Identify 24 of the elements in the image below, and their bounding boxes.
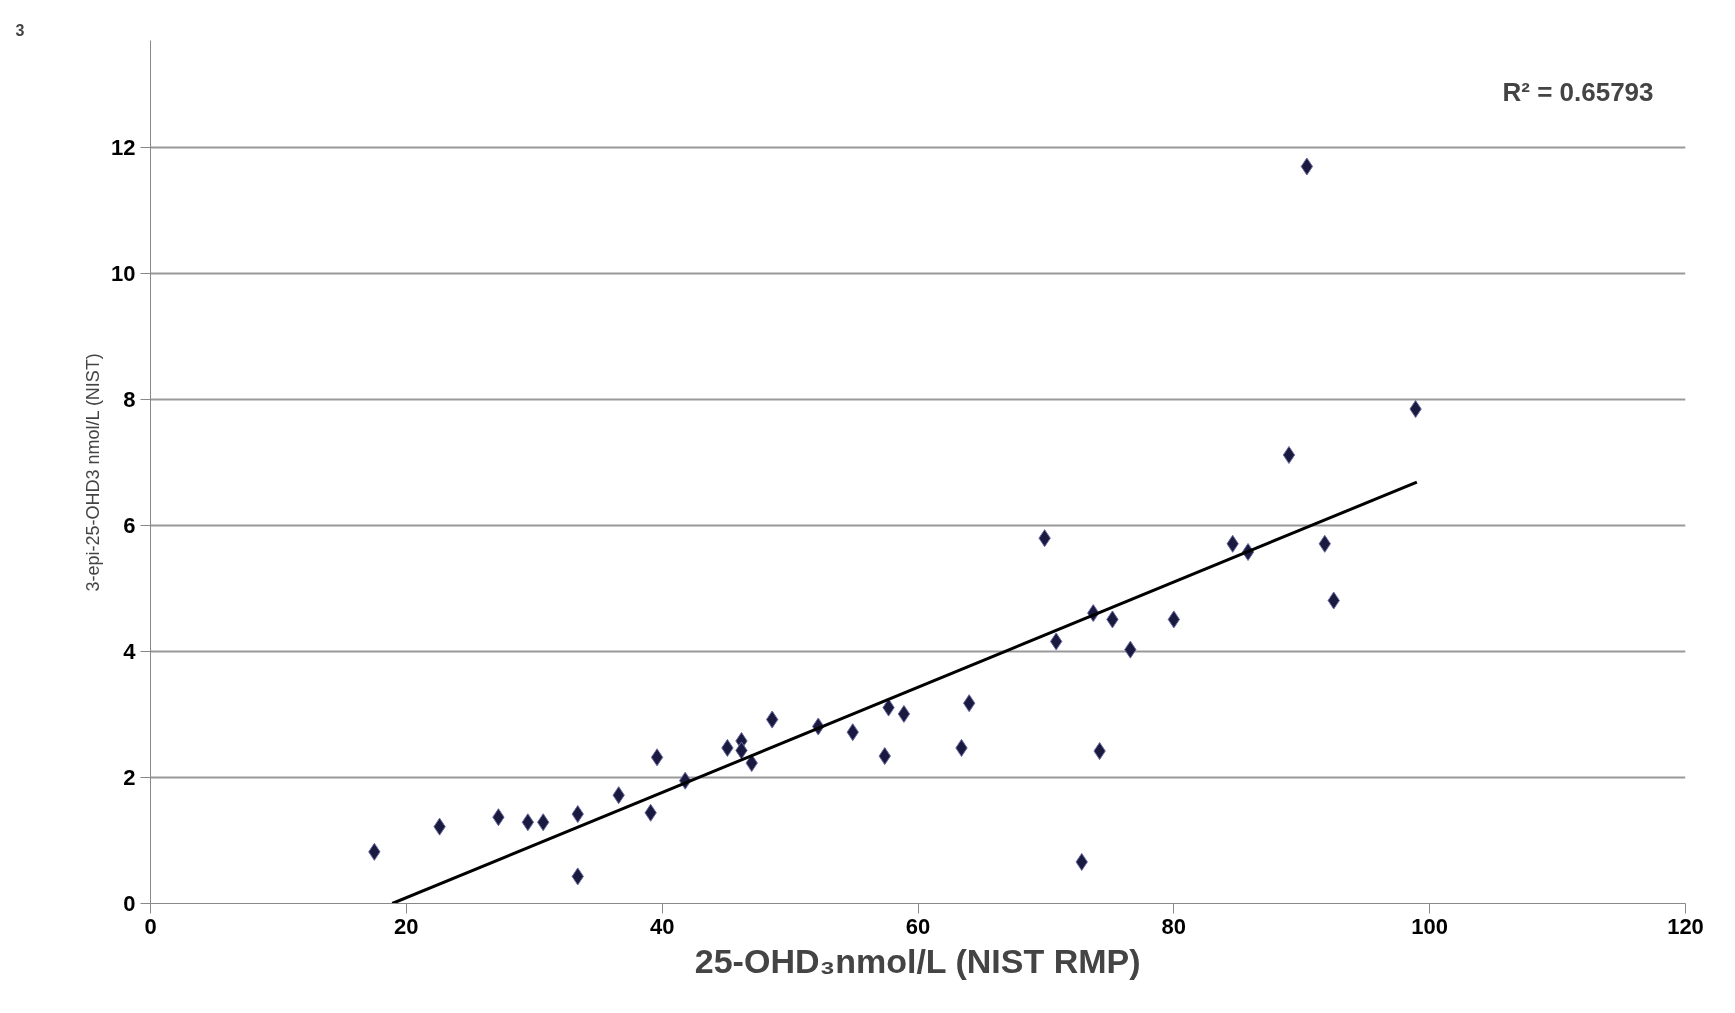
x-tick-label: 100 — [1411, 913, 1449, 939]
x-tick-label: 40 — [649, 913, 675, 939]
point — [1282, 445, 1296, 464]
y-tick-label: 0 — [123, 891, 136, 916]
x-axis-title: 25-OHD₃nmol/L (NIST RMP) — [694, 941, 1141, 980]
y-tick-label: 12 — [111, 135, 136, 161]
x-tick-label: 60 — [905, 913, 931, 939]
y-tick-label: 6 — [123, 513, 136, 539]
y-tick-label: 4 — [123, 639, 137, 665]
point — [521, 813, 535, 832]
text: 3 — [15, 21, 25, 39]
point — [1300, 157, 1314, 176]
x-tick-label: 20 — [394, 913, 419, 939]
point — [897, 704, 911, 723]
y-tick-label: 8 — [123, 387, 136, 413]
y-axis-title: 3-epi-25-OHD3 nmol/L (NIST) — [83, 353, 104, 592]
x-tick-label: 0 — [144, 913, 157, 939]
annotation: R² = 0.65793 — [1502, 76, 1654, 107]
y-tick-label: 2 — [123, 765, 136, 791]
x-tick-label: 120 — [1667, 913, 1704, 939]
y-tick-label: 10 — [111, 261, 136, 287]
x-tick-label: 80 — [1161, 913, 1187, 939]
point — [650, 748, 664, 767]
point — [1049, 632, 1063, 651]
